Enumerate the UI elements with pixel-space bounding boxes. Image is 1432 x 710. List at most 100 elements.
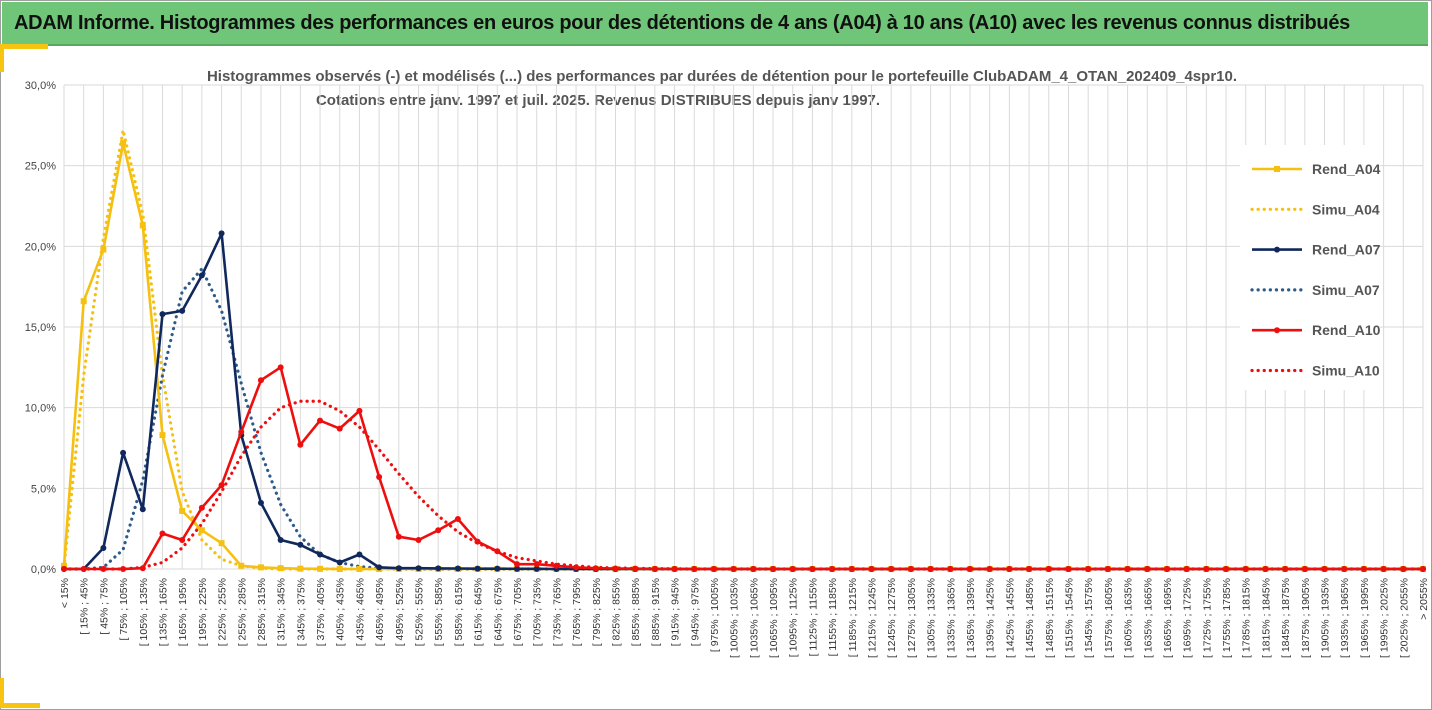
x-tick-label: [ 855% ; 885%	[630, 578, 642, 646]
data-point	[1045, 566, 1052, 572]
data-point	[553, 562, 560, 569]
data-point	[317, 551, 324, 558]
data-point	[474, 538, 481, 545]
header-banner: ADAM Informe. Histogrammes des performan…	[2, 2, 1428, 46]
data-point	[179, 307, 186, 314]
data-point	[139, 506, 146, 513]
data-point	[730, 566, 737, 572]
data-point	[1420, 566, 1426, 572]
x-tick-label: [ 1755% ; 1785%	[1221, 578, 1233, 658]
series-line-Rend_A10	[64, 365, 1423, 571]
data-point	[789, 566, 796, 572]
data-point	[947, 566, 954, 572]
series-line-Rend_A07	[64, 232, 1423, 571]
x-tick-label: [ 1365% ; 1395%	[965, 578, 977, 658]
series-line-Simu_A04	[62, 128, 1425, 571]
data-point	[651, 565, 658, 572]
data-point	[927, 566, 934, 572]
accent-bar	[0, 678, 4, 708]
data-point	[592, 565, 599, 572]
x-tick-label: [ 1185% ; 1215%	[847, 578, 859, 657]
x-tick-label: [ 315% ; 345%	[276, 578, 288, 646]
data-point	[770, 566, 777, 572]
x-tick-label: [ 615% ; 645%	[473, 578, 485, 646]
x-tick-label: [ 645% ; 675%	[492, 578, 504, 646]
data-point	[474, 565, 481, 572]
x-tick-label: [ 435% ; 465%	[354, 578, 366, 646]
series-Simu_A07	[62, 267, 1425, 571]
data-point	[317, 565, 324, 572]
x-tick-label: [ 195% ; 225%	[197, 578, 209, 646]
data-point	[1301, 566, 1308, 572]
x-tick-label: [ 165% ; 195%	[177, 578, 189, 646]
x-tick-label: > 2055%	[1418, 578, 1430, 620]
data-point	[671, 566, 678, 572]
x-tick-label: [ 45% ; 75%	[98, 578, 110, 635]
x-tick-label: [ 1575% ; 1605%	[1103, 578, 1115, 658]
data-point	[1223, 566, 1230, 572]
x-tick-label: < 15%	[59, 578, 71, 608]
series-Simu_A10	[62, 399, 1425, 571]
x-tick-label: [ 1335% ; 1365%	[945, 578, 957, 658]
data-point	[317, 417, 324, 424]
y-tick-label: 5,0%	[31, 483, 56, 495]
gridlines	[63, 84, 1424, 570]
data-point	[120, 449, 127, 456]
y-tick-label: 10,0%	[25, 403, 56, 415]
data-point	[1085, 566, 1092, 572]
legend-label: Rend_A07	[1312, 242, 1381, 258]
data-point	[1400, 566, 1407, 572]
series-Rend_A07	[61, 230, 1426, 572]
data-point	[454, 515, 461, 522]
legend-marker	[1274, 327, 1280, 334]
x-tick-label: [ 1725% ; 1755%	[1201, 578, 1213, 658]
legend: Rend_A04 Simu_A04 Rend_A07 Simu_A07 Rend_A10…	[1240, 145, 1381, 390]
x-tick-label: [ 105% ; 135%	[138, 578, 150, 646]
data-point	[848, 566, 855, 572]
data-point	[710, 566, 717, 572]
data-point	[218, 230, 225, 237]
data-point	[257, 499, 264, 506]
data-point	[395, 565, 402, 572]
data-point	[1360, 566, 1367, 572]
legend-label: Simu_A04	[1312, 201, 1380, 217]
x-tick-label: [ 1005% ; 1035%	[729, 578, 741, 658]
data-point	[277, 364, 284, 371]
data-point	[1242, 566, 1249, 572]
legend-item-Simu_A07: Simu_A07	[1250, 282, 1380, 298]
data-point	[435, 565, 442, 572]
x-tick-label: [ 525% ; 555%	[414, 578, 426, 646]
data-point	[120, 566, 127, 572]
data-point	[1065, 566, 1072, 572]
data-point	[356, 407, 363, 414]
data-point	[868, 566, 875, 572]
series-Rend_A04	[61, 140, 1426, 572]
x-tick-label: [ 1215% ; 1245%	[867, 578, 879, 658]
data-point	[376, 564, 383, 571]
y-tick-label: 15,0%	[25, 322, 56, 334]
data-point	[415, 536, 422, 543]
legend-label: Rend_A10	[1312, 322, 1381, 338]
x-tick-label: [ 765% ; 795%	[571, 578, 583, 646]
accent-bar	[0, 44, 48, 49]
x-tick-label: [ 1515% ; 1545%	[1063, 578, 1075, 658]
series-Simu_A04	[62, 128, 1425, 571]
data-point	[336, 425, 343, 432]
legend-marker	[1274, 246, 1280, 253]
y-tick-label: 20,0%	[25, 241, 56, 253]
series-Rend_A10	[61, 364, 1426, 572]
x-tick-label: [ 795% ; 825%	[591, 578, 603, 646]
data-point	[691, 566, 698, 572]
data-point	[100, 566, 107, 572]
data-point	[415, 565, 422, 572]
data-point	[1341, 566, 1348, 572]
data-point	[612, 565, 619, 572]
data-point	[907, 566, 914, 572]
data-point	[61, 566, 67, 572]
legend-item-Rend_A10: Rend_A10	[1252, 322, 1381, 338]
legend-item-Simu_A10: Simu_A10	[1250, 363, 1380, 379]
data-point	[238, 428, 245, 435]
data-point	[139, 565, 146, 572]
x-tick-label: [ 1425% ; 1455%	[1004, 578, 1016, 658]
data-point	[218, 540, 225, 547]
